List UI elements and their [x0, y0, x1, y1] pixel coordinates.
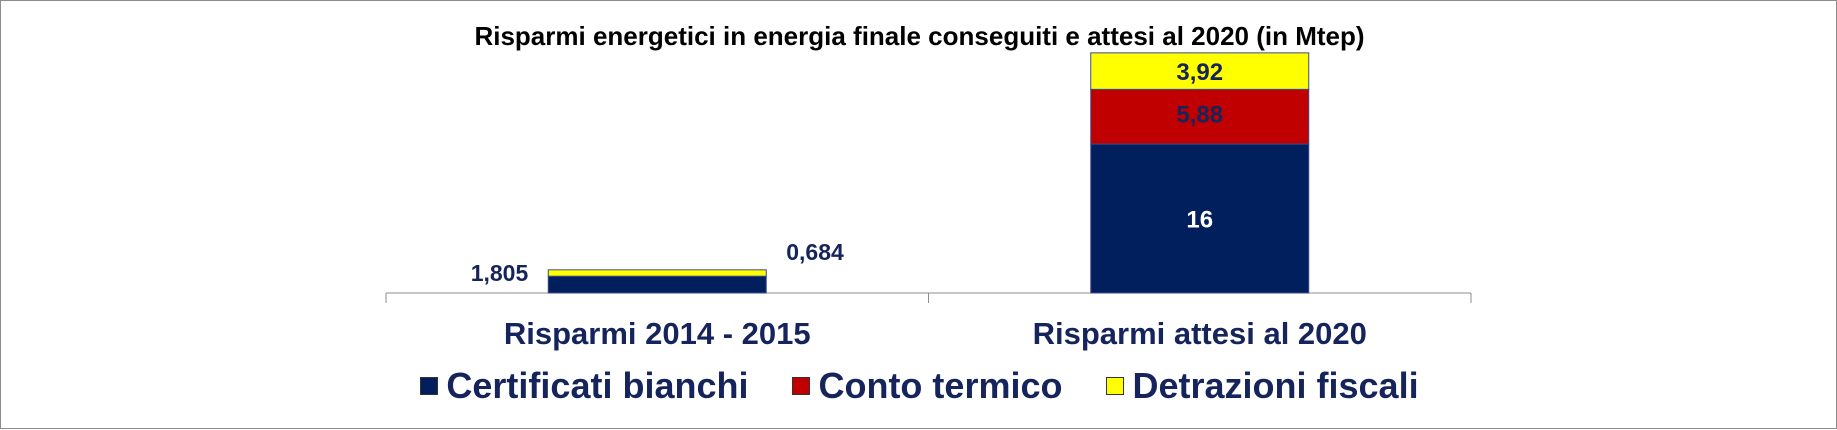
legend-swatch-detrazioni: [1106, 377, 1125, 395]
legend-item-certificati: Certificati bianchi: [420, 365, 748, 407]
data-label-detrazioni: 0,684: [786, 239, 844, 265]
bar-detrazioni: [547, 269, 767, 277]
data-label-certificati: 1,805: [471, 260, 529, 286]
legend-swatch-conto-termico: [792, 377, 811, 395]
bar-certificati: [547, 275, 767, 294]
legend-item-conto-termico: Conto termico: [792, 365, 1062, 407]
data-label-certificati: 16: [1186, 207, 1213, 234]
x-tick-label: Risparmi attesi al 2020: [1033, 316, 1367, 351]
data-label-detrazioni: 3,92: [1176, 59, 1223, 86]
legend-label-detrazioni: Detrazioni fiscali: [1132, 365, 1419, 406]
legend-item-detrazioni: Detrazioni fiscali: [1106, 365, 1419, 407]
legend-label-conto-termico: Conto termico: [818, 365, 1063, 406]
bar-detrazioni: [1090, 52, 1310, 90]
legend-label-certificati: Certificati bianchi: [446, 365, 749, 406]
legend: Certificati bianchi Conto termico Detraz…: [1, 365, 1837, 407]
data-label-conto-termico: 5,88: [1176, 102, 1223, 129]
bar-conto-termico: [1090, 88, 1310, 145]
legend-swatch-certificati: [420, 377, 439, 395]
bar-certificati: [1090, 143, 1310, 294]
x-tick-label: Risparmi 2014 - 2015: [504, 316, 811, 351]
chart-title: Risparmi energetici in energia finale co…: [474, 21, 1365, 51]
